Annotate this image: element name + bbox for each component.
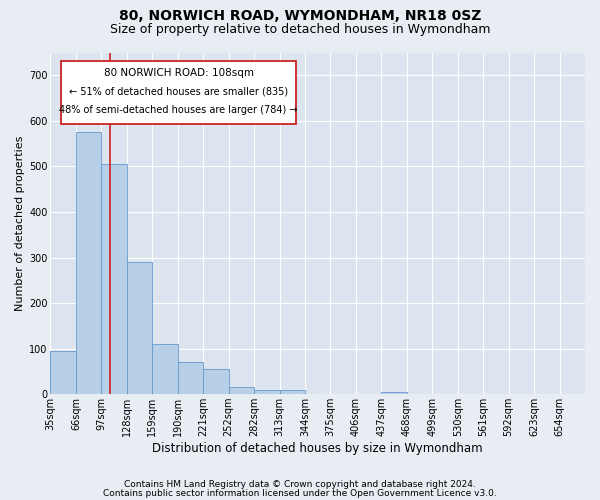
Bar (101, 164, 127, 394)
Text: Contains HM Land Registry data © Crown copyright and database right 2024.: Contains HM Land Registry data © Crown c… (124, 480, 476, 489)
Bar (254, 390, 280, 394)
Y-axis label: Number of detached properties: Number of detached properties (15, 136, 25, 311)
Text: Size of property relative to detached houses in Wymondham: Size of property relative to detached ho… (110, 22, 490, 36)
Bar (178, 362, 203, 394)
Bar (280, 390, 305, 394)
Bar (50, 351, 76, 394)
FancyBboxPatch shape (61, 61, 296, 124)
Text: 80 NORWICH ROAD: 108sqm: 80 NORWICH ROAD: 108sqm (104, 68, 254, 78)
Bar (76, 132, 101, 394)
Bar (382, 392, 407, 394)
Bar (203, 369, 229, 394)
Text: 48% of semi-detached houses are larger (784) →: 48% of semi-detached houses are larger (… (59, 106, 298, 116)
X-axis label: Distribution of detached houses by size in Wymondham: Distribution of detached houses by size … (152, 442, 483, 455)
Bar (127, 262, 152, 394)
Text: ← 51% of detached houses are smaller (835): ← 51% of detached houses are smaller (83… (69, 86, 289, 97)
Bar (229, 388, 254, 394)
Bar (152, 344, 178, 394)
Text: 80, NORWICH ROAD, WYMONDHAM, NR18 0SZ: 80, NORWICH ROAD, WYMONDHAM, NR18 0SZ (119, 9, 481, 23)
Text: Contains public sector information licensed under the Open Government Licence v3: Contains public sector information licen… (103, 489, 497, 498)
